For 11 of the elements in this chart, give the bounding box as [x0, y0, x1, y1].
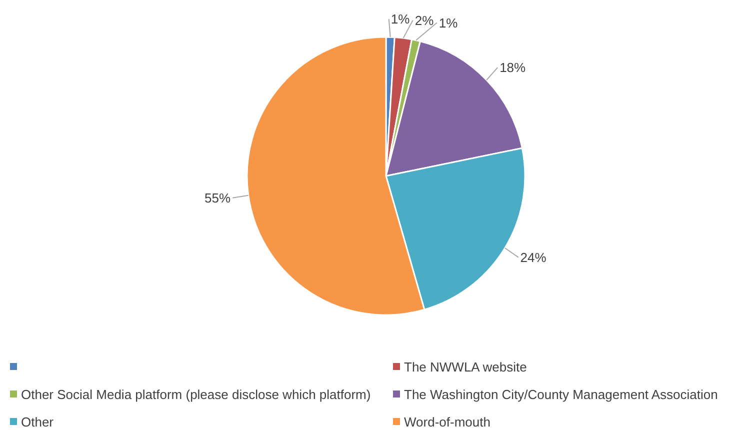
legend-label: The Washington City/County Management Association [404, 387, 718, 402]
legend-label: Other [21, 414, 54, 430]
legend-label: The NWWLA website [404, 360, 527, 375]
legend-label: Word-of-mouth [404, 414, 490, 430]
legend-label: Other Social Media platform (please disclose which platform) [21, 387, 371, 402]
data-label: 18% [500, 60, 526, 76]
data-label: 1% [390, 12, 410, 27]
data-label: 55% [204, 190, 231, 206]
data-label: 24% [520, 250, 547, 265]
data-label: 2% [414, 12, 434, 28]
data-label: 1% [438, 15, 458, 30]
